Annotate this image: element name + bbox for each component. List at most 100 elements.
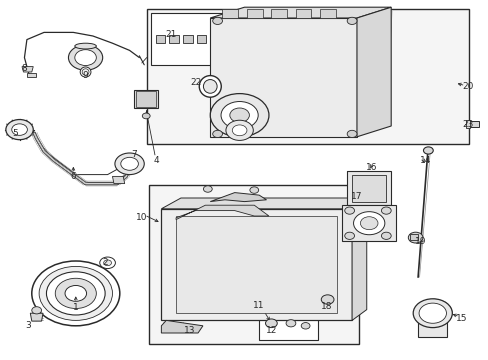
Text: 18: 18 [320,302,332,311]
Polygon shape [112,176,124,184]
Polygon shape [210,18,356,137]
Circle shape [344,232,354,239]
Circle shape [346,17,356,24]
Circle shape [203,186,212,192]
Circle shape [121,157,138,170]
Bar [149,185,359,344]
Text: 22: 22 [189,78,201,87]
Circle shape [381,207,390,214]
Text: 4: 4 [153,156,159,165]
Polygon shape [22,67,33,72]
Circle shape [12,124,27,135]
Bar [155,35,165,43]
Bar [468,121,478,127]
Circle shape [285,320,295,327]
Polygon shape [210,7,390,18]
Text: 20: 20 [462,82,473,91]
Circle shape [344,207,354,214]
Circle shape [423,147,432,154]
Text: 17: 17 [350,192,362,201]
Circle shape [225,120,253,140]
Circle shape [55,278,96,309]
Circle shape [249,187,258,193]
Circle shape [360,217,377,230]
Bar [351,175,386,202]
Text: 9: 9 [82,71,88,80]
Text: 3: 3 [25,321,31,330]
Text: 13: 13 [183,326,195,335]
Circle shape [32,261,120,326]
Text: 23: 23 [462,120,473,129]
Text: 10: 10 [136,213,147,222]
Bar [409,234,417,240]
Bar [465,120,469,128]
Polygon shape [176,216,337,313]
Circle shape [353,212,384,235]
Text: 15: 15 [455,314,467,323]
Circle shape [65,285,86,301]
Text: 1: 1 [73,303,79,312]
Polygon shape [356,7,390,137]
Bar [271,9,286,18]
Text: 12: 12 [265,326,277,335]
Polygon shape [351,198,366,320]
Text: 16: 16 [365,163,377,172]
Bar [27,73,36,77]
Bar [342,205,395,241]
Circle shape [210,94,268,137]
Bar [169,35,179,43]
Polygon shape [176,205,268,220]
Ellipse shape [75,43,96,49]
Text: 7: 7 [131,150,137,159]
Bar [417,306,447,337]
Circle shape [68,45,102,70]
Circle shape [321,295,333,304]
Ellipse shape [80,67,91,77]
Polygon shape [161,320,203,333]
Circle shape [265,319,277,328]
Bar [134,90,158,108]
Circle shape [232,125,246,136]
Bar [259,302,317,340]
Circle shape [75,50,96,66]
Bar [246,9,262,18]
Circle shape [301,323,309,329]
Text: 8: 8 [21,64,27,73]
Circle shape [39,266,112,320]
Circle shape [221,102,258,129]
Text: 6: 6 [70,172,76,181]
Text: 11: 11 [253,302,264,310]
Circle shape [412,299,451,328]
Bar [146,9,468,144]
Circle shape [6,120,33,140]
Text: 5: 5 [12,129,18,138]
Polygon shape [210,193,266,202]
Circle shape [381,232,390,239]
Circle shape [212,17,222,24]
Polygon shape [161,198,366,209]
Circle shape [100,257,115,269]
Polygon shape [30,313,43,321]
Ellipse shape [82,69,89,75]
Text: 2: 2 [102,258,108,267]
Ellipse shape [203,80,217,93]
Circle shape [142,113,150,119]
Circle shape [346,130,356,138]
Text: 14: 14 [419,156,430,165]
Bar [150,13,238,65]
Bar [320,9,335,18]
Text: 19: 19 [414,237,426,246]
Circle shape [407,232,422,243]
Polygon shape [161,209,351,320]
Bar [346,171,390,205]
Circle shape [418,303,446,323]
Circle shape [229,108,249,122]
Text: 21: 21 [165,30,177,39]
Circle shape [32,307,41,314]
Circle shape [103,260,111,266]
Bar [222,9,238,18]
Bar [196,35,206,43]
Bar [183,35,192,43]
Circle shape [115,153,144,175]
Bar [295,9,311,18]
